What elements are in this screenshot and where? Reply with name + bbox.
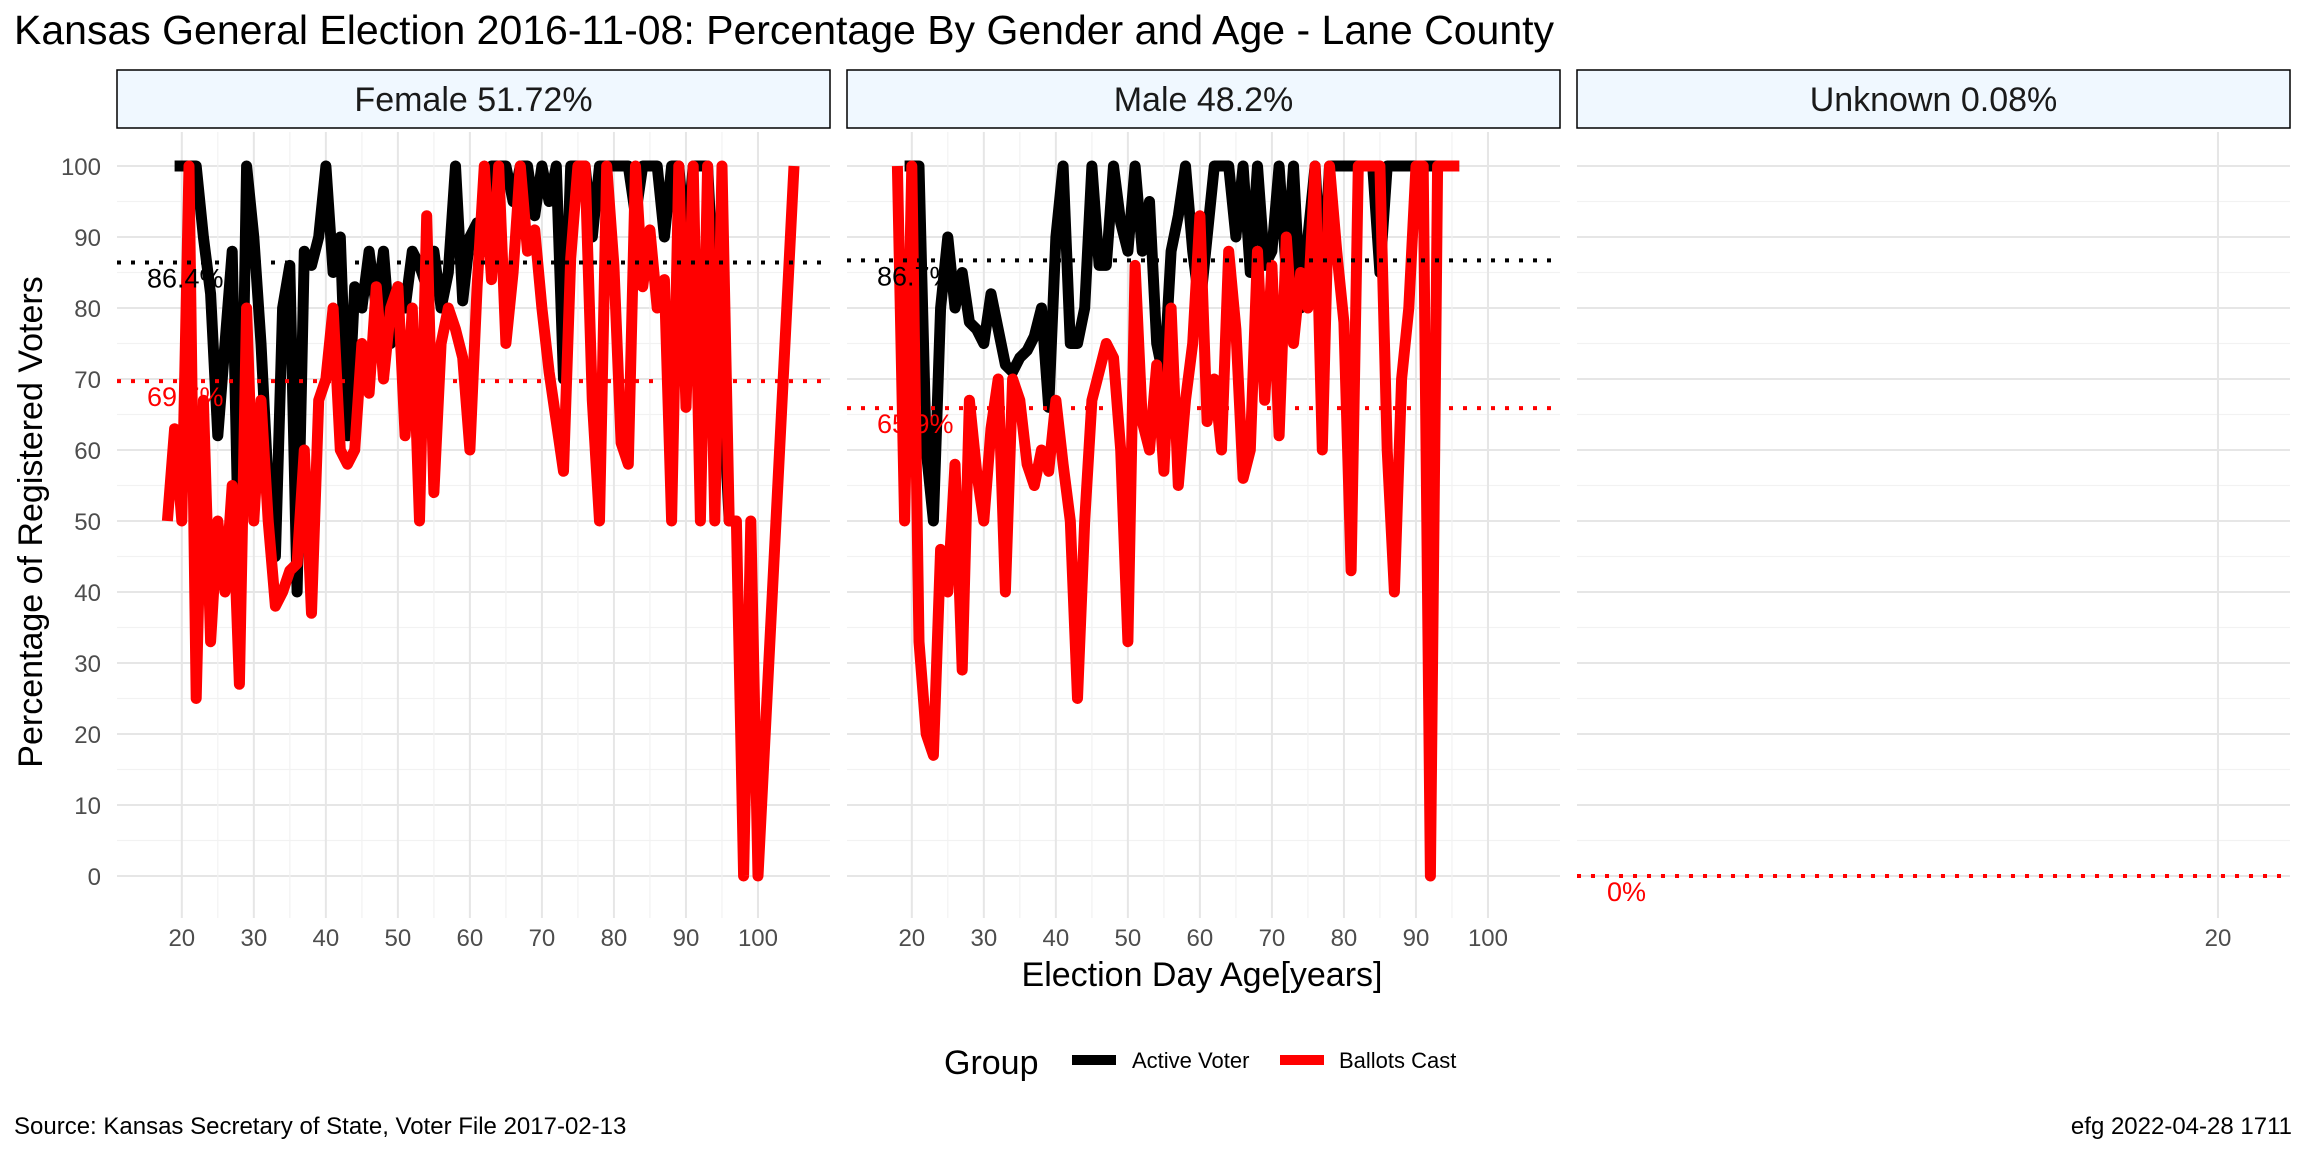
reference-line-label: 86.7%	[877, 261, 954, 291]
x-tick-label: 80	[1331, 925, 1358, 952]
panel-male: Male 48.2% 20 30 40 50 60 70 80 90 100 86.7% 65.9%	[846, 69, 1561, 952]
panel-unknown: Unknown 0.08% 20 0%	[1576, 69, 2291, 952]
panel-strip	[1576, 69, 2291, 129]
panel-strip-label: Unknown 0.08%	[1810, 81, 2058, 119]
x-tick-label: 100	[1468, 925, 1508, 952]
x-tick-label: 40	[1043, 925, 1070, 952]
x-tick-label: 50	[385, 925, 412, 952]
credit-caption: efg 2022-04-28 1711	[2071, 1113, 2292, 1140]
chart-title: Kansas General Election 2016-11-08: Perc…	[14, 7, 1555, 53]
x-tick-label: 80	[601, 925, 628, 952]
panel-strip	[846, 69, 1561, 129]
x-tick-label: 70	[1259, 925, 1286, 952]
x-tick-label: 30	[970, 925, 997, 952]
gridlines	[1577, 132, 2290, 918]
y-tick-label: 60	[74, 438, 101, 465]
reference-line-label: 86.4%	[147, 264, 224, 294]
x-tick-label: 50	[1115, 925, 1142, 952]
source-caption: Source: Kansas Secretary of State, Voter…	[14, 1113, 626, 1140]
y-tick-label: 90	[74, 225, 101, 252]
x-tick-label: 90	[1403, 925, 1430, 952]
y-axis: 0 10 20 30 40 50 60 70 80 90 100	[61, 154, 101, 891]
legend-label-active-voter: Active Voter	[1132, 1048, 1249, 1073]
x-tick-label: 40	[313, 925, 340, 952]
x-tick-label: 60	[457, 925, 484, 952]
y-tick-label: 20	[74, 722, 101, 749]
panel-female: Female 51.72% 20 30 40 50 60 70 80 90 100 86.4% 69.…	[116, 69, 831, 952]
reference-line-label: 0%	[1607, 877, 1646, 907]
series-line-ballots-cast	[891, 160, 1460, 882]
legend: Group Active Voter Ballots Cast	[944, 1044, 1456, 1082]
legend-title: Group	[944, 1044, 1039, 1082]
x-tick-label: 90	[673, 925, 700, 952]
y-tick-label: 100	[61, 154, 101, 181]
y-axis-label: Percentage of Registered Voters	[12, 276, 50, 767]
y-tick-label: 80	[74, 296, 101, 323]
y-tick-label: 50	[74, 509, 101, 536]
x-tick-label: 60	[1187, 925, 1214, 952]
x-tick-label: 20	[898, 925, 925, 952]
x-tick-label: 20	[168, 925, 195, 952]
reference-line-label: 65.9%	[877, 409, 954, 439]
panels: Female 51.72%20 30 40 50 60 70 80 90 10086.4%69.…	[61, 69, 2291, 952]
y-tick-label: 0	[88, 864, 101, 891]
reference-line-label: 69.7%	[147, 382, 224, 412]
y-tick-label: 30	[74, 651, 101, 678]
y-tick-label: 40	[74, 580, 101, 607]
x-tick-label: 100	[738, 925, 778, 952]
legend-label-ballots-cast: Ballots Cast	[1339, 1048, 1456, 1073]
x-axis-label: Election Day Age[years]	[1022, 956, 1383, 994]
panel-strip-label: Female 51.72%	[354, 81, 592, 119]
x-tick-label: 70	[529, 925, 556, 952]
x-tick-label: 20	[2205, 925, 2232, 952]
series-line-ballots-cast	[161, 160, 800, 882]
x-tick-label: 30	[240, 925, 267, 952]
y-tick-label: 70	[74, 367, 101, 394]
y-tick-label: 10	[74, 793, 101, 820]
panel-strip-label: Male 48.2%	[1114, 81, 1294, 119]
panel-strip	[116, 69, 831, 129]
